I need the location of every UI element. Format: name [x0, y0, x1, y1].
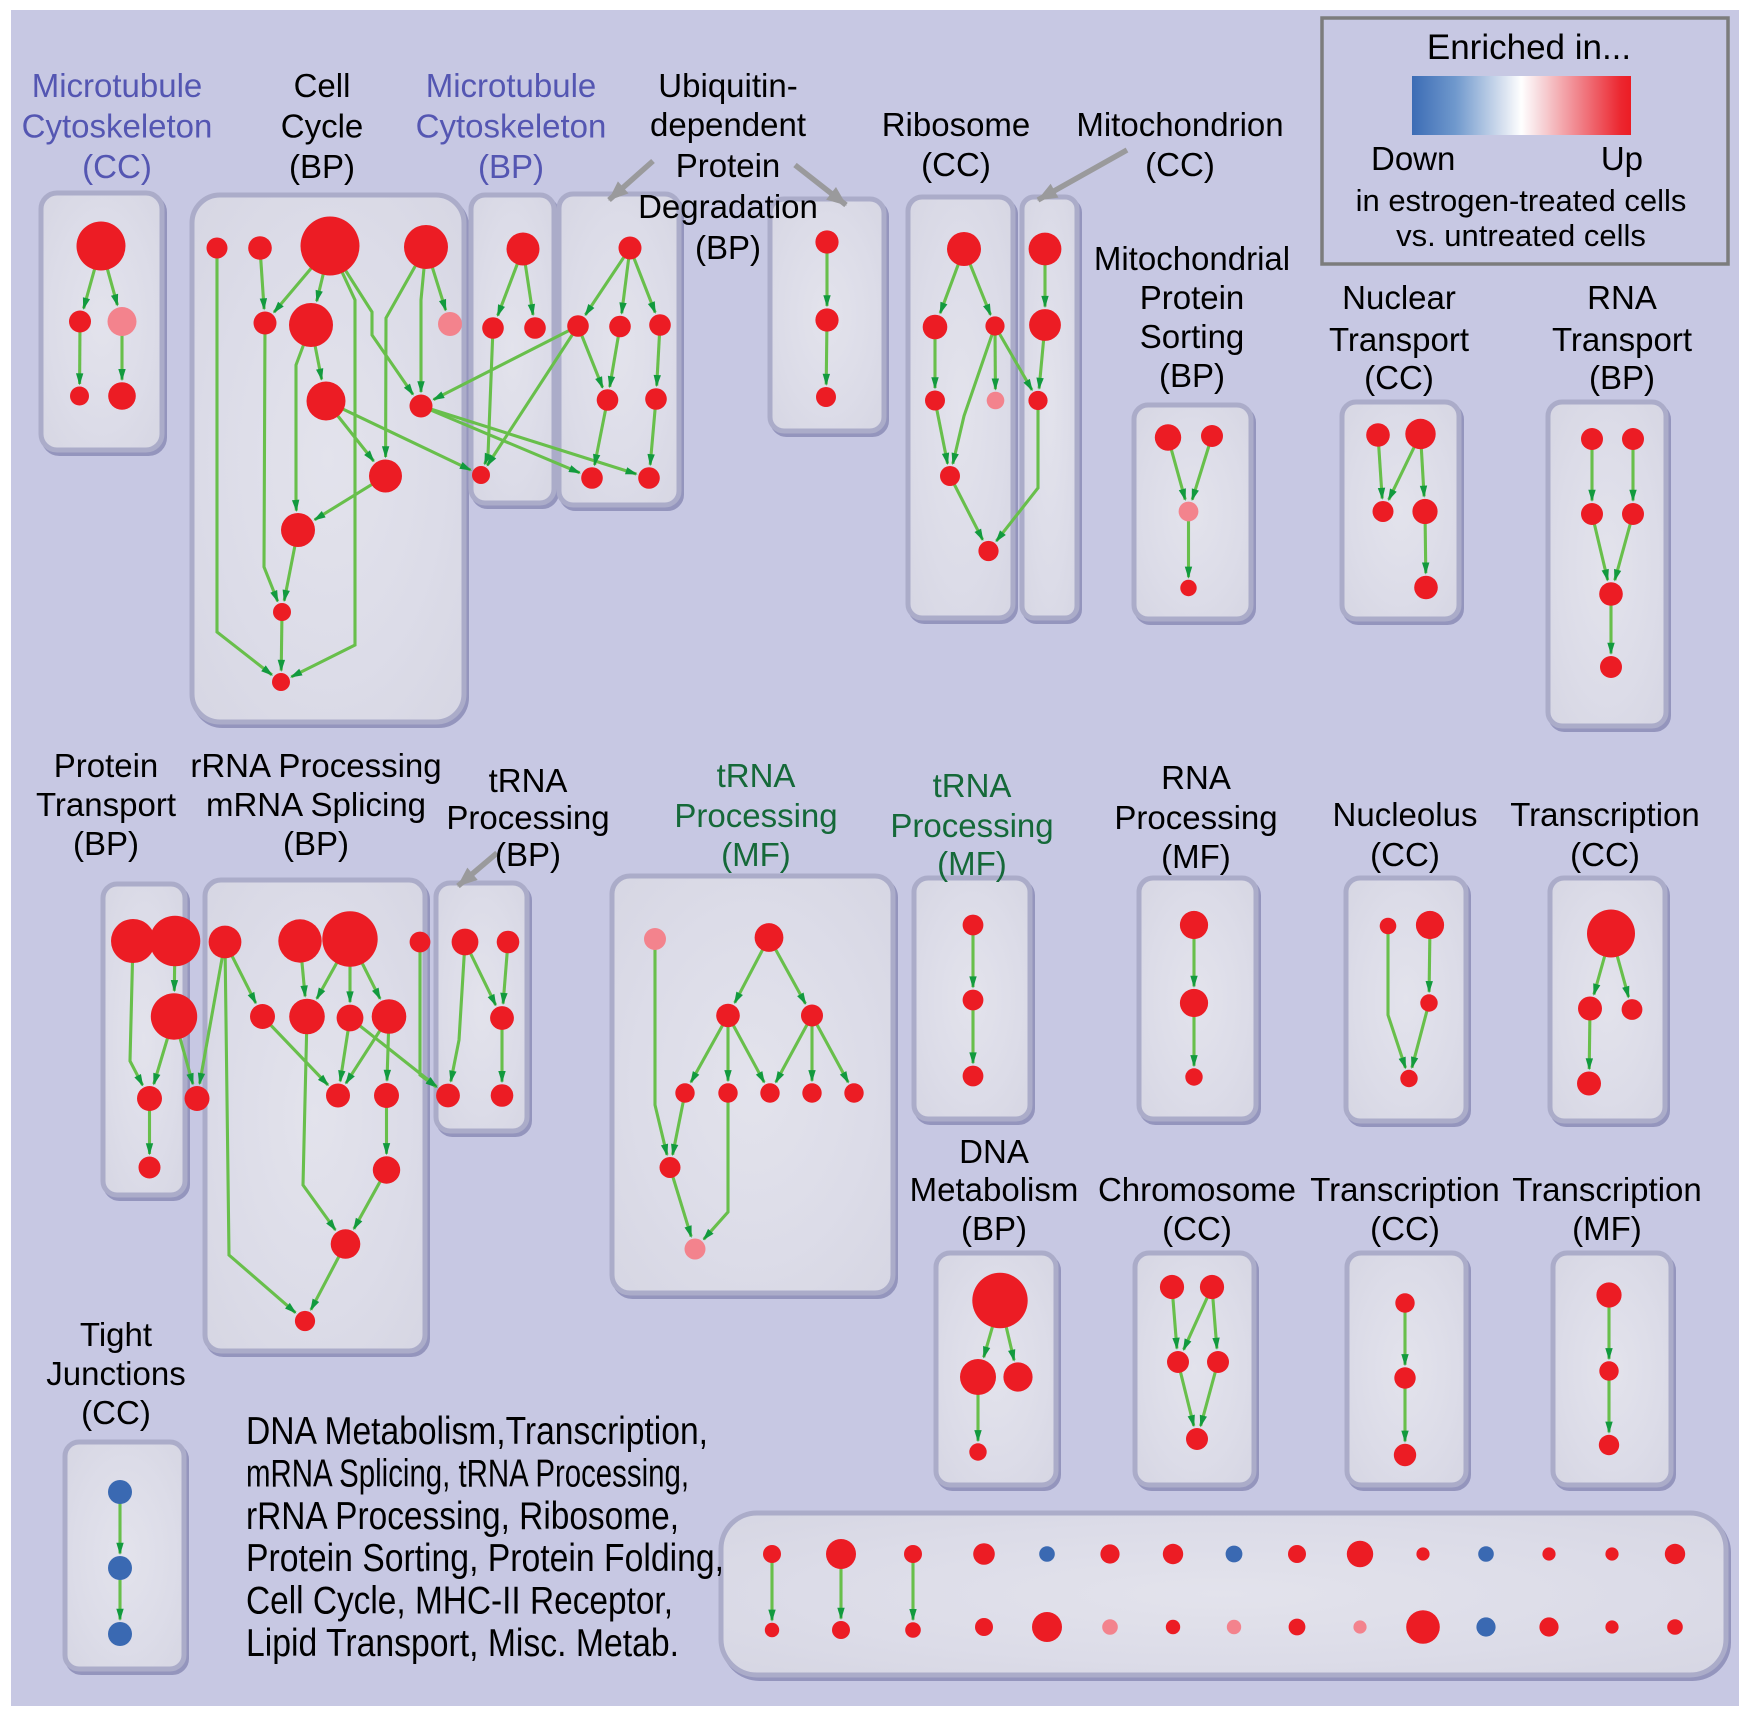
svg-text:(MF): (MF)	[937, 845, 1007, 882]
svg-text:Cell Cycle, MHC-II Receptor,: Cell Cycle, MHC-II Receptor,	[246, 1580, 673, 1623]
svg-text:Microtubule: Microtubule	[426, 67, 597, 104]
svg-text:Tight: Tight	[80, 1316, 152, 1353]
svg-text:(CC): (CC)	[82, 148, 152, 185]
svg-text:Sorting: Sorting	[1140, 318, 1245, 355]
svg-text:(BP): (BP)	[1159, 357, 1225, 394]
svg-text:Transport: Transport	[36, 786, 176, 823]
svg-text:Transport: Transport	[1552, 321, 1692, 358]
svg-text:(MF): (MF)	[1572, 1210, 1642, 1247]
svg-text:Nucleolus: Nucleolus	[1333, 796, 1478, 833]
svg-text:(CC): (CC)	[1364, 359, 1434, 396]
svg-text:dependent: dependent	[650, 106, 806, 143]
svg-text:(CC): (CC)	[1370, 836, 1440, 873]
svg-text:(CC): (CC)	[1370, 1210, 1440, 1247]
svg-text:(BP): (BP)	[961, 1210, 1027, 1247]
svg-text:Cell: Cell	[294, 67, 351, 104]
svg-text:mRNA Splicing, tRNA Processing: mRNA Splicing, tRNA Processing,	[246, 1452, 689, 1495]
svg-text:Cytoskeleton: Cytoskeleton	[22, 108, 213, 145]
svg-text:DNA: DNA	[959, 1133, 1029, 1170]
svg-text:RNA: RNA	[1161, 759, 1231, 796]
svg-text:Enriched in...: Enriched in...	[1427, 28, 1631, 67]
svg-text:Junctions: Junctions	[46, 1355, 185, 1392]
svg-text:Lipid Transport, Misc. Metab.: Lipid Transport, Misc. Metab.	[246, 1622, 679, 1665]
svg-text:Mitochondrion: Mitochondrion	[1076, 106, 1283, 143]
svg-text:Microtubule: Microtubule	[32, 67, 203, 104]
svg-text:Up: Up	[1601, 140, 1643, 177]
svg-text:tRNA: tRNA	[489, 762, 568, 799]
svg-text:(BP): (BP)	[1589, 359, 1655, 396]
svg-text:RNA: RNA	[1587, 279, 1657, 316]
svg-text:Processing: Processing	[890, 807, 1053, 844]
svg-text:tRNA: tRNA	[933, 767, 1012, 804]
svg-text:Degradation: Degradation	[638, 188, 818, 225]
svg-text:Transcription: Transcription	[1510, 796, 1700, 833]
svg-text:(BP): (BP)	[283, 825, 349, 862]
svg-text:mRNA Splicing: mRNA Splicing	[206, 786, 426, 823]
svg-text:(BP): (BP)	[495, 836, 561, 873]
svg-text:(BP): (BP)	[695, 229, 761, 266]
svg-text:Cycle: Cycle	[281, 108, 364, 145]
svg-text:Ubiquitin-: Ubiquitin-	[658, 67, 797, 104]
svg-text:(CC): (CC)	[1145, 146, 1215, 183]
svg-text:Protein: Protein	[676, 147, 781, 184]
svg-text:Transcription: Transcription	[1512, 1171, 1702, 1208]
svg-text:tRNA: tRNA	[717, 757, 796, 794]
svg-text:Nuclear: Nuclear	[1342, 279, 1456, 316]
svg-text:(BP): (BP)	[289, 148, 355, 185]
svg-text:Ribosome: Ribosome	[882, 106, 1031, 143]
svg-text:Chromosome: Chromosome	[1098, 1171, 1296, 1208]
svg-text:(CC): (CC)	[921, 146, 991, 183]
svg-text:(BP): (BP)	[478, 148, 544, 185]
svg-text:Transport: Transport	[1329, 321, 1469, 358]
svg-text:(MF): (MF)	[721, 836, 791, 873]
svg-text:Protein Sorting, Protein Foldi: Protein Sorting, Protein Folding,	[246, 1537, 724, 1580]
svg-text:rRNA Processing, Ribosome,: rRNA Processing, Ribosome,	[246, 1495, 679, 1538]
svg-text:Processing: Processing	[1114, 799, 1277, 836]
svg-text:(BP): (BP)	[73, 825, 139, 862]
svg-text:Protein: Protein	[1140, 279, 1245, 316]
svg-text:in estrogen-treated cells: in estrogen-treated cells	[1356, 183, 1687, 218]
svg-text:Processing: Processing	[446, 799, 609, 836]
svg-text:(MF): (MF)	[1161, 838, 1231, 875]
svg-text:(CC): (CC)	[1162, 1210, 1232, 1247]
svg-text:Metabolism: Metabolism	[910, 1171, 1079, 1208]
svg-text:(CC): (CC)	[1570, 836, 1640, 873]
svg-text:rRNA Processing: rRNA Processing	[190, 747, 441, 784]
svg-text:Down: Down	[1371, 140, 1455, 177]
svg-text:(CC): (CC)	[81, 1394, 151, 1431]
svg-text:Mitochondrial: Mitochondrial	[1094, 240, 1290, 277]
svg-text:Transcription: Transcription	[1310, 1171, 1500, 1208]
svg-text:DNA Metabolism,Transcription,: DNA Metabolism,Transcription,	[246, 1410, 708, 1453]
svg-text:Protein: Protein	[54, 747, 159, 784]
svg-text:Processing: Processing	[674, 797, 837, 834]
svg-text:vs. untreated cells: vs. untreated cells	[1396, 218, 1646, 253]
svg-text:Cytoskeleton: Cytoskeleton	[416, 108, 607, 145]
